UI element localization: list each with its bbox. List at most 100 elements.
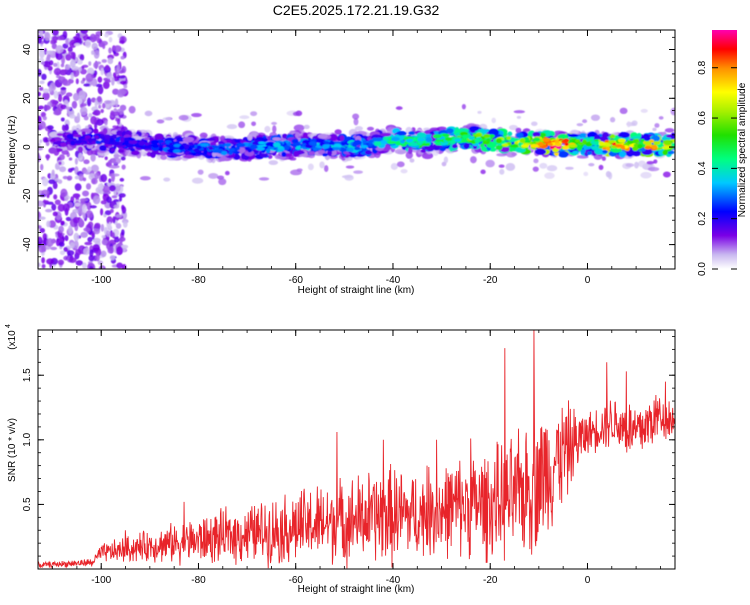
spectrogram-scatter-blob — [47, 173, 52, 179]
spectrogram-scatter-blob — [104, 79, 111, 83]
spectrogram-scatter-blob — [53, 110, 62, 116]
spectrogram-scatter-blob — [38, 262, 41, 268]
spectrogram-scatter-blob — [461, 103, 466, 110]
spectrogram-scatter-blob — [85, 210, 93, 218]
spectrogram-scatter-blob — [60, 87, 67, 91]
spectrogram-core-blob — [537, 141, 544, 147]
spectrogram-core-blob — [316, 139, 324, 143]
spectrogram-scatter-blob — [634, 161, 639, 169]
spectrogram-scatter-blob — [78, 173, 85, 182]
x-tick-label: -20 — [483, 575, 498, 586]
spectrogram-scatter-blob — [108, 47, 112, 54]
spectrogram-scatter-blob — [102, 81, 110, 90]
spectrogram-scatter-blob — [582, 119, 588, 124]
spectrogram-core-blob — [184, 144, 190, 150]
spectrogram-core-blob — [114, 141, 120, 146]
spectrogram-scatter-blob — [366, 126, 375, 131]
spectrogram-scatter-blob — [640, 108, 648, 113]
x-tick-label: -40 — [386, 275, 401, 286]
spectrogram-scatter-blob — [160, 155, 168, 160]
spectrogram-ridge-blob — [247, 134, 253, 141]
spectrogram-core-blob — [482, 141, 490, 145]
spectrogram-core-blob — [495, 138, 503, 144]
spectrogram-core-blob — [435, 139, 442, 143]
spectrogram-scatter-blob — [625, 163, 635, 168]
spectrogram-scatter-blob — [396, 161, 405, 168]
spectrogram-scatter-blob — [78, 67, 82, 72]
spectrogram-core-blob — [52, 141, 62, 146]
spectrogram-core-blob — [115, 137, 121, 143]
spectrogram-core-blob — [643, 141, 652, 146]
spectrogram-ridge-blob — [49, 131, 60, 138]
spectrogram-scatter-blob — [39, 216, 46, 220]
spectrogram-core-blob — [454, 138, 461, 142]
spectrogram-scatter-blob — [78, 152, 83, 161]
spectrogram-scatter-blob — [96, 96, 102, 103]
spectrogram-scatter-blob — [100, 174, 108, 183]
spectrogram-scatter-blob — [80, 30, 88, 34]
spectrogram-scatter-blob — [85, 183, 92, 190]
spectrogram-scatter-blob — [90, 150, 99, 155]
spectrogram-scatter-blob — [670, 107, 675, 116]
spectrogram-scatter-blob — [91, 177, 98, 185]
spectrogram-scatter-blob — [619, 107, 628, 115]
colorbar-gradient — [712, 30, 737, 269]
y-tick-label: -40 — [22, 237, 33, 252]
spectrogram-ridge-blob — [539, 132, 547, 138]
spectrogram-ridge-blob — [295, 150, 305, 155]
spectrogram-scatter-blob — [74, 158, 79, 165]
spectrogram-ridge-blob — [579, 132, 587, 137]
spectrogram-ridge-blob — [558, 150, 569, 158]
spectrogram-scatter-blob — [39, 30, 44, 37]
spectrogram-core-blob — [237, 143, 246, 147]
spectrogram-scatter-blob — [83, 83, 91, 87]
colorbar-tick-label: 0.8 — [697, 60, 708, 74]
spectrogram-scatter-blob — [38, 236, 43, 245]
spectrogram-scatter-blob — [108, 164, 120, 169]
spectrogram-scatter-blob — [54, 178, 60, 182]
spectrogram-scatter-blob — [94, 99, 98, 108]
spectrogram-core-blob — [258, 141, 266, 145]
spectrogram-scatter-blob — [598, 164, 604, 171]
spectrogram-scatter-blob — [238, 121, 246, 129]
colorbar-tick-label: 0.2 — [697, 211, 708, 225]
spectrogram-scatter-blob — [296, 168, 303, 172]
spectrogram-ridge-blob — [48, 147, 57, 154]
spectrogram-scatter-blob — [77, 59, 83, 65]
spectrogram-ridge-blob — [308, 151, 316, 156]
spectrogram-ridge-blob — [182, 136, 195, 143]
spectrogram-scatter-blob — [334, 129, 342, 135]
spectrogram-ridge-blob — [515, 147, 526, 153]
spectrogram-scatter-blob — [43, 104, 51, 111]
spectrogram-scatter-blob — [652, 127, 657, 132]
spectrogram-scatter-blob — [109, 246, 114, 254]
spectrogram-scatter-blob — [100, 200, 107, 205]
spectrogram-ridge-blob — [408, 131, 416, 136]
spectrogram-scatter-blob — [544, 172, 555, 179]
spectrogram-scatter-blob — [239, 115, 250, 120]
spectrogram-scatter-blob — [191, 113, 202, 118]
spectrogram-scatter-blob — [79, 198, 88, 202]
spectrogram-core-blob — [506, 136, 511, 140]
spectrogram-scatter-blob — [38, 200, 44, 207]
spectrogram-ridge-blob — [670, 132, 675, 140]
spectrogram-scatter-blob — [108, 173, 120, 177]
spectrogram-scatter-blob — [664, 128, 675, 133]
spectrogram-scatter-blob — [38, 225, 42, 229]
spectrogram-ridge-blob — [580, 148, 586, 154]
spectrogram-core-blob — [119, 136, 125, 143]
spectrogram-core-blob — [224, 142, 232, 147]
spectrogram-core-blob — [627, 140, 634, 145]
spectrogram-scatter-blob — [119, 40, 125, 44]
spectrogram-scatter-blob — [84, 39, 92, 48]
spectrogram-scatter-blob — [58, 225, 64, 234]
spectrogram-scatter-blob — [41, 73, 47, 81]
spectrogram-scatter-blob — [83, 115, 89, 121]
spectrogram-scatter-blob — [66, 250, 75, 256]
spectrogram-scatter-blob — [94, 222, 101, 229]
spectrogram-scatter-blob — [71, 100, 78, 109]
spectrogram-ridge-blob — [261, 138, 269, 142]
spectrogram-scatter-blob — [119, 237, 123, 244]
spectrogram-core-blob — [468, 135, 475, 140]
spectrogram-scatter-blob — [477, 110, 482, 114]
